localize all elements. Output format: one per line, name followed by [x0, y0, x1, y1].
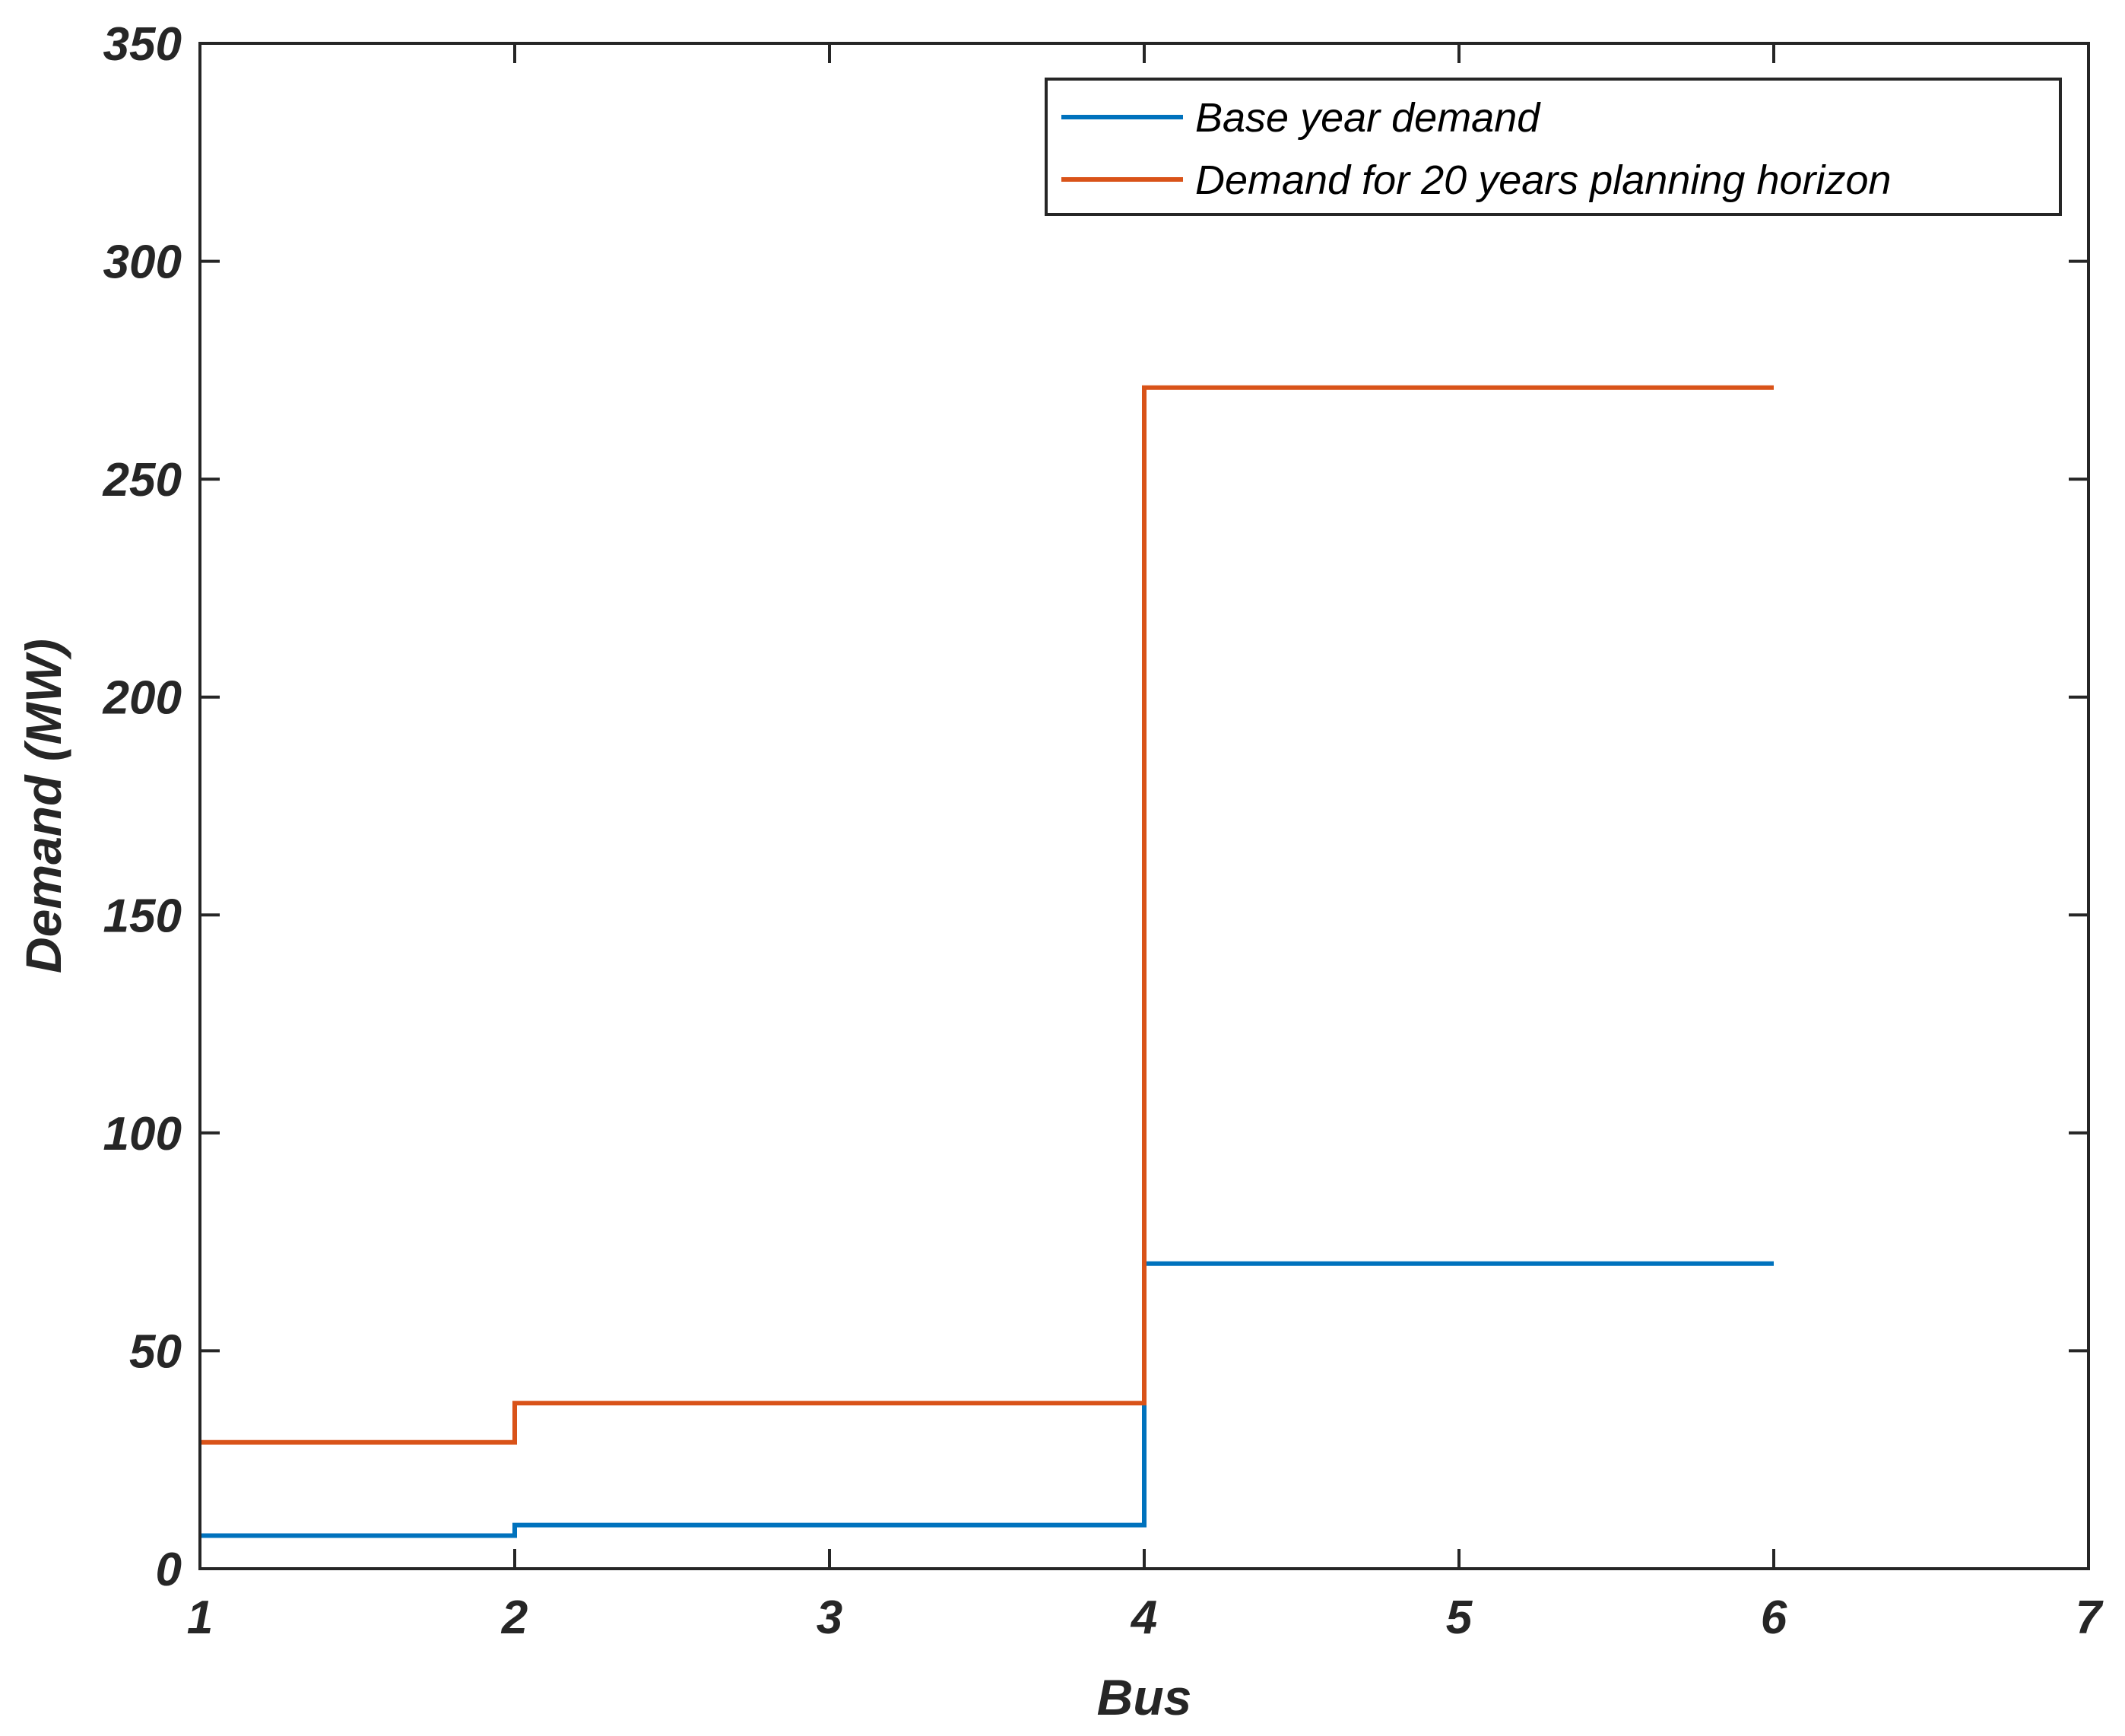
series-1-point — [1774, 1263, 1775, 1264]
x-tick-label: 5 — [1446, 1592, 1473, 1644]
series-2-point — [1459, 387, 1460, 388]
series-lines — [200, 385, 1775, 1538]
x-tick-label: 3 — [817, 1592, 842, 1644]
legend-label: Demand for 20 years planning horizon — [1195, 157, 1892, 203]
series-1-point — [1459, 1263, 1460, 1264]
legend: Base year demand Demand for 20 years plan… — [1045, 78, 2062, 216]
legend-label: Base year demand — [1195, 95, 1541, 141]
y-tick-label: 0 — [156, 1544, 182, 1596]
y-tick-label: 150 — [103, 890, 182, 942]
x-tick-label: 1 — [187, 1592, 213, 1644]
series-2-point — [829, 1403, 830, 1404]
legend-box — [1045, 78, 2062, 216]
y-tick-label: 250 — [103, 454, 182, 506]
series-2-point — [1774, 387, 1775, 388]
series-2-point — [1144, 387, 1145, 388]
x-tick-label: 6 — [1761, 1592, 1787, 1644]
x-tick-label: 4 — [1130, 1592, 1157, 1644]
series-line-2 — [200, 385, 1774, 1445]
x-tick-label: 7 — [2076, 1592, 2104, 1644]
y-tick-label: 350 — [103, 18, 182, 71]
y-tick-label: 200 — [103, 672, 182, 725]
y-tick-label: 100 — [103, 1108, 182, 1160]
y-axis-label: Demand (MW) — [15, 639, 71, 973]
y-tick-label: 300 — [103, 236, 182, 289]
axes-frame — [198, 42, 2090, 1570]
x-tick-label: 2 — [501, 1592, 528, 1644]
series-line-1 — [200, 1261, 1774, 1538]
tick-labels: 1 2 3 4 5 6 7 0 50 100 150 200 250 300 350 — [103, 18, 2104, 1644]
x-axis-label: Bus — [1097, 1669, 1192, 1725]
y-tick-label: 50 — [129, 1325, 182, 1378]
